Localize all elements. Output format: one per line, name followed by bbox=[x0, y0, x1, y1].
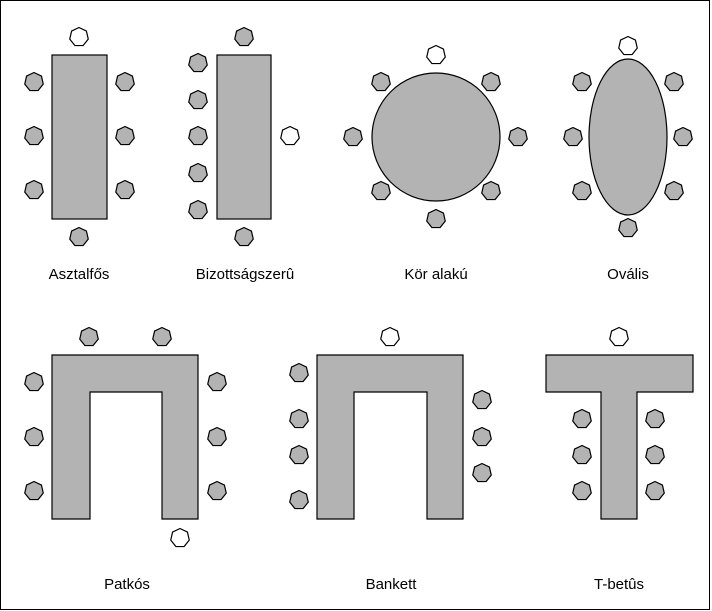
seat bbox=[79, 326, 99, 347]
table bbox=[371, 72, 501, 202]
seat bbox=[207, 426, 227, 447]
seat bbox=[618, 35, 638, 56]
layout-label: Asztalfős bbox=[49, 266, 110, 283]
seat bbox=[207, 371, 227, 392]
seat bbox=[426, 208, 446, 229]
seat bbox=[645, 480, 665, 501]
seat bbox=[188, 125, 208, 146]
seat bbox=[343, 126, 363, 147]
seat bbox=[234, 26, 254, 47]
seat bbox=[664, 71, 684, 92]
seat bbox=[380, 326, 400, 347]
seat bbox=[289, 362, 309, 383]
table bbox=[51, 54, 108, 220]
layout-asztalfos: Asztalfős bbox=[24, 26, 135, 283]
seat bbox=[115, 125, 135, 146]
seat bbox=[563, 126, 583, 147]
seat bbox=[188, 52, 208, 73]
seat bbox=[371, 180, 391, 201]
seat bbox=[69, 26, 89, 47]
seats bbox=[188, 26, 300, 247]
seat bbox=[188, 199, 208, 220]
seat bbox=[645, 444, 665, 465]
seat bbox=[572, 180, 592, 201]
seats bbox=[24, 26, 135, 247]
seats bbox=[24, 326, 227, 548]
seats bbox=[289, 326, 492, 510]
seat bbox=[481, 180, 501, 201]
seat bbox=[289, 444, 309, 465]
layout-label: Ovális bbox=[607, 266, 649, 283]
table bbox=[216, 54, 272, 220]
seat bbox=[572, 480, 592, 501]
seat bbox=[609, 326, 629, 347]
seat bbox=[472, 462, 492, 483]
seat bbox=[24, 371, 44, 392]
layout-ovalis: Ovális bbox=[563, 35, 693, 283]
table bbox=[51, 354, 199, 520]
seat bbox=[673, 126, 693, 147]
seat bbox=[508, 126, 528, 147]
seat bbox=[207, 480, 227, 501]
table bbox=[316, 354, 464, 520]
seats bbox=[563, 35, 693, 238]
seat bbox=[234, 226, 254, 247]
seat bbox=[371, 71, 391, 92]
seat bbox=[24, 125, 44, 146]
seat bbox=[24, 179, 44, 200]
seat bbox=[664, 180, 684, 201]
seat bbox=[69, 226, 89, 247]
layout-bankett: Bankett bbox=[289, 326, 492, 593]
layout-t-betus: T-betûs bbox=[545, 326, 694, 593]
seat bbox=[289, 408, 309, 429]
layout-kor-alaku: Kör alakú bbox=[343, 44, 528, 283]
seat bbox=[472, 389, 492, 410]
layout-bizottsagszeru: Bizottságszerû bbox=[188, 26, 300, 283]
seat bbox=[24, 480, 44, 501]
seat bbox=[24, 426, 44, 447]
seat bbox=[481, 71, 501, 92]
layout-label: Bizottságszerû bbox=[196, 266, 294, 283]
seat bbox=[152, 326, 172, 347]
seat bbox=[188, 162, 208, 183]
seat bbox=[572, 444, 592, 465]
seat bbox=[645, 408, 665, 429]
seat bbox=[115, 71, 135, 92]
table bbox=[545, 354, 694, 520]
seats bbox=[572, 326, 665, 501]
table bbox=[588, 58, 668, 216]
seat bbox=[170, 527, 190, 548]
seat bbox=[618, 217, 638, 238]
layout-label: Patkós bbox=[104, 576, 150, 593]
seat bbox=[572, 71, 592, 92]
seat bbox=[24, 71, 44, 92]
seat bbox=[289, 489, 309, 510]
layout-patkos: Patkós bbox=[24, 326, 227, 593]
seat bbox=[426, 44, 446, 65]
layout-label: T-betûs bbox=[594, 576, 644, 593]
seat bbox=[280, 125, 300, 146]
seat bbox=[472, 426, 492, 447]
layout-label: Bankett bbox=[366, 576, 418, 593]
seats bbox=[343, 44, 528, 229]
seat bbox=[115, 179, 135, 200]
seat bbox=[188, 89, 208, 110]
layout-label: Kör alakú bbox=[404, 266, 467, 283]
seat bbox=[572, 408, 592, 429]
